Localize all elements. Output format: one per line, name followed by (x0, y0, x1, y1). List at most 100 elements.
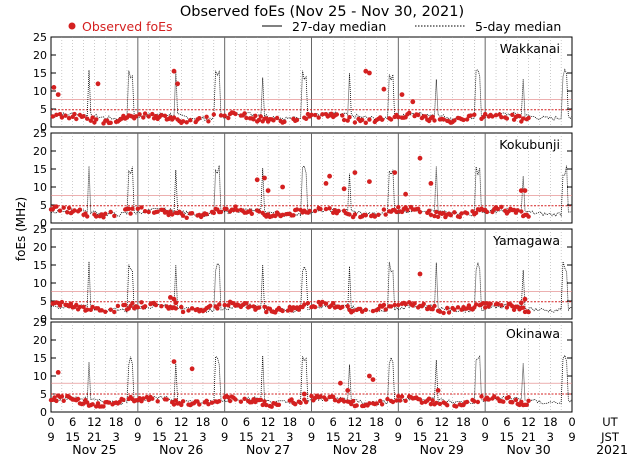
observed-point (168, 295, 173, 300)
ut-tick-label: 0 (134, 415, 141, 429)
y-tick-label: 15 (33, 163, 47, 176)
station-panels: 0 5 10 15 20 25 Wakkanai 0 5 10 15 20 25 Kokubunji 0 5 1… (33, 31, 573, 419)
observed-point (367, 179, 372, 185)
observed-point (347, 115, 352, 120)
observed-point (173, 300, 179, 306)
observed-point (432, 118, 437, 123)
observed-point (137, 112, 142, 117)
jst-tick-label: 9 (482, 430, 489, 444)
observed-point (522, 296, 528, 302)
observed-point (262, 304, 267, 309)
observed-point (352, 212, 358, 217)
jst-tick-label: 15 (413, 430, 428, 444)
observed-point (142, 209, 148, 214)
station-name: Kokubunji (499, 137, 560, 152)
observed-point (490, 114, 495, 119)
observed-point (472, 399, 477, 404)
panel-okinawa: 0 5 10 15 20 25 Okinawa (33, 316, 573, 419)
observed-point (256, 209, 262, 214)
observed-point (215, 306, 220, 311)
observed-point (381, 207, 387, 212)
observed-point (146, 114, 151, 119)
jst-tick-label: 3 (460, 430, 467, 444)
observed-point (312, 304, 318, 310)
jst-tick-label: 9 (221, 430, 228, 444)
observed-point (417, 209, 423, 215)
ut-tick-label: 12 (348, 415, 363, 429)
station-name: Yamagawa (492, 233, 560, 248)
jst-tick-label: 15 (152, 430, 167, 444)
observed-point (340, 304, 345, 310)
observed-point (175, 81, 181, 87)
y-tick-label: 5 (40, 103, 47, 116)
observed-point (262, 399, 267, 404)
legend-27day-label: 27-day median (292, 19, 386, 34)
observed-point (226, 115, 231, 121)
observed-point (305, 300, 311, 306)
observed-point (273, 213, 278, 219)
ut-tick-label: 18 (196, 415, 211, 429)
observed-point (488, 301, 493, 306)
ut-tick-label: 6 (69, 415, 76, 429)
observed-point (94, 117, 99, 122)
observed-point (95, 81, 101, 87)
observed-point (208, 303, 213, 308)
observed-point (323, 206, 329, 212)
observed-point (55, 370, 61, 375)
observed-point (430, 114, 435, 120)
observed-point (159, 304, 164, 309)
station-name: Wakkanai (500, 41, 560, 56)
ut-tick-label: 0 (221, 415, 228, 429)
observed-point (179, 304, 184, 310)
observed-point (390, 399, 396, 405)
observed-point (188, 118, 193, 123)
observed-point (189, 211, 195, 216)
observed-point (226, 395, 231, 400)
observed-point (381, 302, 387, 308)
legend-observed-marker (68, 22, 76, 30)
observed-point (218, 113, 224, 118)
observed-point (430, 398, 435, 403)
observed-point (464, 211, 470, 216)
day-label: Nov 29 (420, 442, 464, 457)
observed-point (222, 113, 227, 118)
y-tick-label: 25 (33, 31, 47, 44)
observed-point (75, 396, 81, 402)
observed-point (435, 388, 441, 393)
observed-point (483, 305, 488, 310)
observed-point (139, 300, 144, 305)
observed-point (378, 398, 383, 404)
observed-point (289, 397, 294, 402)
y-tick-label: 5 (40, 388, 47, 401)
observed-point (437, 401, 443, 407)
observed-point (303, 116, 309, 122)
observed-point (180, 399, 186, 404)
observed-point (280, 308, 285, 314)
observed-point (457, 214, 462, 220)
observed-point (108, 120, 113, 126)
observed-point (499, 204, 504, 210)
observed-point (106, 400, 112, 405)
observed-point (312, 112, 318, 118)
observed-point (81, 114, 86, 119)
observed-point (142, 111, 148, 116)
observed-point (455, 305, 461, 310)
observed-point (405, 207, 410, 213)
observed-point (68, 301, 74, 306)
panel-yamagawa: 0 5 10 15 20 25 Yamagawa (33, 223, 573, 326)
jst-tick-label: 9 (47, 430, 54, 444)
observed-point (231, 207, 236, 213)
observed-point (204, 398, 209, 403)
jst-tick-label: 3 (373, 430, 380, 444)
observed-point (323, 301, 329, 306)
observed-point (331, 301, 336, 306)
observed-point (446, 310, 452, 315)
observed-point (441, 117, 446, 122)
ut-tick-label: 6 (503, 415, 510, 429)
observed-point (249, 211, 254, 216)
observed-point (472, 112, 477, 117)
observed-point (77, 304, 83, 310)
observed-point (180, 119, 186, 124)
observed-point (224, 206, 229, 212)
observed-point (341, 117, 347, 123)
